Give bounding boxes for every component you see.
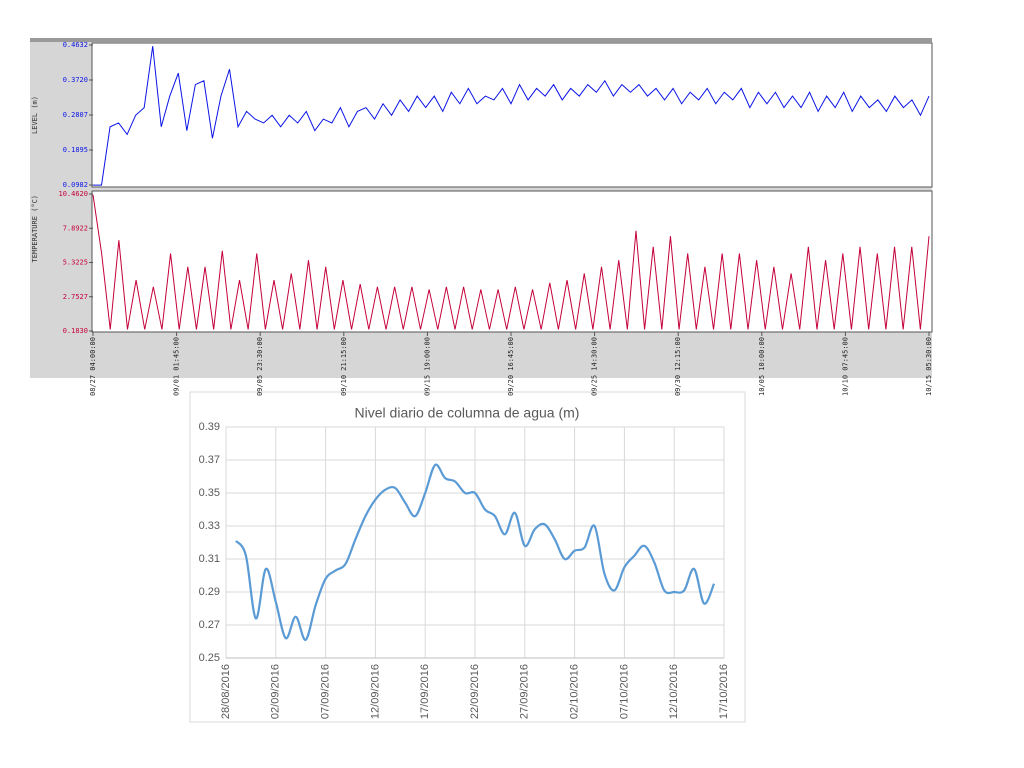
y-tick-label: 0.0982	[63, 181, 88, 189]
y-tick-label: 0.2807	[63, 111, 88, 119]
x-tick-label: 02/10/2016	[569, 664, 581, 719]
y-tick-label: 7.8922	[63, 224, 88, 232]
x-tick-label: 27/09/2016	[519, 664, 531, 719]
x-tick-label: 10/15 05:30:00	[925, 337, 933, 396]
x-tick-label: 09/25 14:30:00	[591, 337, 599, 396]
top-border	[30, 38, 932, 42]
y-tick-label: 10.4620	[58, 190, 88, 198]
chart-title: Nivel diario de columna de agua (m)	[355, 405, 580, 421]
x-tick-label: 09/20 16:45:00	[507, 337, 515, 396]
x-tick-label: 10/05 10:00:00	[758, 337, 766, 396]
y-tick-label: 0.31	[199, 553, 220, 565]
y-tick-label: 0.37	[199, 454, 220, 466]
x-tick-label: 09/01 01:45:00	[173, 337, 181, 396]
level-plot	[91, 42, 933, 188]
y-tick-label: 0.27	[199, 619, 220, 631]
temperature-axis-label: TEMPERATURE (°C)	[31, 195, 39, 262]
x-tick-label: 22/09/2016	[469, 664, 481, 719]
x-tick-label: 08/27 04:00:00	[89, 337, 97, 396]
x-tick-label: 17/09/2016	[419, 664, 431, 719]
x-tick-label: 09/05 23:30:00	[256, 337, 264, 396]
level-axis-label: LEVEL (m)	[31, 96, 39, 134]
x-tick-label: 09/15 19:00:00	[423, 337, 431, 396]
y-tick-label: 0.1830	[63, 327, 88, 335]
data-line	[93, 46, 930, 186]
y-tick-label: 0.1895	[63, 146, 88, 154]
y-tick-label: 0.35	[199, 487, 220, 499]
x-tick-label: 07/10/2016	[618, 664, 630, 719]
x-tick-label: 02/09/2016	[270, 664, 282, 719]
x-tick-label: 09/30 12:15:00	[674, 337, 682, 396]
data-line	[235, 463, 716, 641]
y-tick-label: 0.29	[199, 586, 220, 598]
x-tick-label: 10/10 07:45:00	[841, 337, 849, 396]
data-line	[92, 194, 930, 330]
x-tick-label: 28/08/2016	[220, 664, 232, 719]
y-tick-label: 5.3225	[63, 259, 88, 267]
y-tick-label: 2.7527	[63, 293, 88, 301]
y-tick-label: 0.3720	[63, 76, 88, 84]
x-tick-label: 09/10 21:15:00	[340, 337, 348, 396]
x-tick-label: 12/10/2016	[668, 664, 680, 719]
x-tick-label: 07/09/2016	[320, 664, 332, 719]
temperature-plot	[91, 190, 933, 333]
x-tick-label: 12/09/2016	[369, 664, 381, 719]
y-tick-label: 0.33	[199, 520, 220, 532]
y-tick-label: 0.4632	[63, 41, 88, 49]
x-tick-label: 17/10/2016	[718, 664, 730, 719]
y-tick-label: 0.39	[199, 421, 220, 433]
y-tick-label: 0.25	[199, 652, 220, 664]
